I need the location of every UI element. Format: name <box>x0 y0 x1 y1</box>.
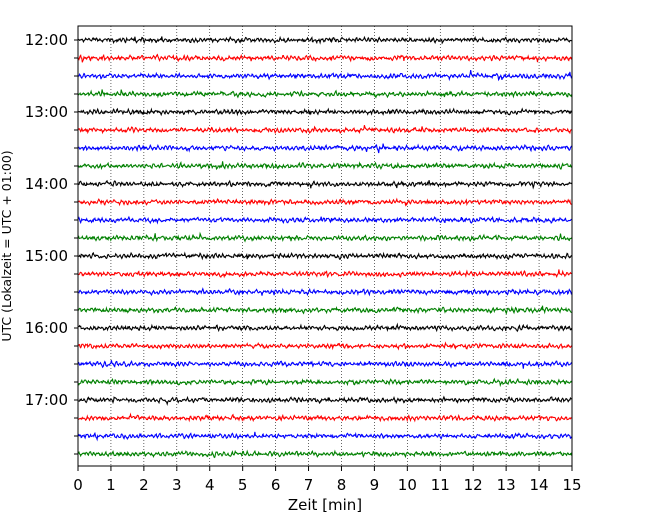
seismogram-trace-1545 <box>77 305 572 315</box>
seismogram-trace-1500 <box>78 251 572 261</box>
x-tick-label: 3 <box>172 476 182 494</box>
x-tick-label: 2 <box>139 476 149 494</box>
seismogram-trace-1300 <box>78 107 573 117</box>
x-tick-label: 1 <box>106 476 116 494</box>
y-axis: 12:00 13:00 14:00 15:00 16:00 17:00 <box>25 31 78 455</box>
x-tick-label: 13 <box>497 476 516 494</box>
plot-background <box>78 26 572 466</box>
x-tick-label: 11 <box>431 476 450 494</box>
x-tick-label: 10 <box>398 476 417 494</box>
seismogram-trace-1200 <box>78 35 572 45</box>
x-tick-label: 6 <box>271 476 281 494</box>
seismogram-trace-1345 <box>77 160 573 171</box>
y-tick-label: 16:00 <box>25 319 68 337</box>
seismogram-trace-1215 <box>77 53 573 63</box>
y-axis-label: UTC (Lokalzeit = UTC + 01:00) <box>0 150 14 341</box>
seismogram-trace-1630 <box>77 360 573 369</box>
seismogram-trace-1415 <box>78 197 572 207</box>
seismogram-trace-1430 <box>77 215 572 225</box>
trace-layer <box>77 35 573 459</box>
seismogram-trace-1730 <box>77 431 573 442</box>
y-tick-label: 14:00 <box>25 175 68 193</box>
y-tick-label: 12:00 <box>25 31 68 49</box>
seismogram-trace-1245 <box>78 89 573 99</box>
seismogram-trace-1400 <box>78 179 572 190</box>
seismogram-trace-1230 <box>78 70 573 82</box>
y-tick-label: 15:00 <box>25 247 68 265</box>
seismogram-trace-1745 <box>77 449 573 459</box>
seismogram-trace-1315 <box>78 125 572 135</box>
seismogram-trace-1645 <box>77 377 572 388</box>
x-tick-label: 7 <box>304 476 314 494</box>
seismogram-trace-1515 <box>78 269 572 279</box>
x-axis: 0 1 2 3 4 5 6 7 8 9 10 11 12 13 14 15 <box>73 466 582 494</box>
y-tick-label: 13:00 <box>25 103 68 121</box>
x-tick-label: 15 <box>562 476 581 494</box>
seismogram-trace-1715 <box>78 412 572 423</box>
x-tick-label: 5 <box>238 476 248 494</box>
seismogram-trace-1530 <box>78 287 573 297</box>
x-tick-label: 9 <box>370 476 380 494</box>
x-tick-label: 0 <box>73 476 83 494</box>
plot-frame <box>77 25 573 467</box>
x-tick-label: 8 <box>337 476 347 494</box>
x-axis-label: Zeit [min] <box>288 496 362 514</box>
seismogram-trace-1600 <box>78 322 573 333</box>
grid-layer <box>110 26 540 466</box>
seismogram-trace-1445 <box>77 231 572 243</box>
x-tick-label: 14 <box>530 476 549 494</box>
seismogram-trace-1700 <box>78 395 572 407</box>
y-tick-label: 17:00 <box>25 391 68 409</box>
x-tick-label: 4 <box>205 476 215 494</box>
x-tick-label: 12 <box>464 476 483 494</box>
seismogram-trace-1615 <box>78 341 572 351</box>
seismogram-trace-1330 <box>78 143 572 154</box>
